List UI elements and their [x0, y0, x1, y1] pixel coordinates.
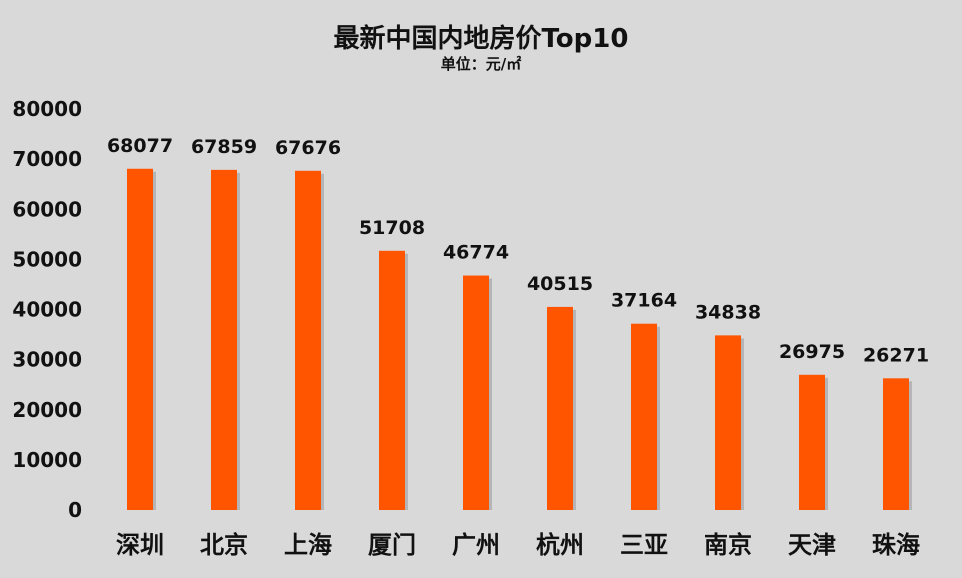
data-label: 46774	[443, 242, 509, 264]
bar	[463, 275, 489, 510]
bar	[295, 170, 321, 510]
y-tick-label: 30000	[12, 348, 82, 372]
data-label: 40515	[527, 273, 593, 295]
x-category-label: 天津	[788, 531, 836, 559]
x-category-label: 南京	[704, 531, 752, 559]
x-category-label: 上海	[284, 531, 332, 559]
y-tick-label: 20000	[12, 398, 82, 422]
y-tick-label: 70000	[12, 147, 82, 171]
data-label: 34838	[695, 301, 761, 323]
bar	[631, 323, 657, 510]
x-category-label: 北京	[200, 531, 248, 559]
y-tick-label: 80000	[12, 97, 82, 121]
y-tick-label: 10000	[12, 448, 82, 472]
data-label: 26271	[863, 344, 929, 366]
y-tick-label: 60000	[12, 197, 82, 221]
bar	[715, 335, 741, 510]
data-label: 26975	[779, 341, 845, 363]
data-label: 37164	[611, 290, 677, 312]
bar	[799, 374, 825, 510]
bar	[379, 250, 405, 510]
x-category-label: 广州	[452, 531, 500, 559]
data-label: 67859	[191, 136, 257, 158]
bar	[547, 306, 573, 510]
y-tick-label: 50000	[12, 247, 82, 271]
x-category-label: 珠海	[872, 531, 920, 559]
y-tick-label: 0	[68, 498, 82, 522]
data-label: 51708	[359, 217, 425, 239]
chart-title: 最新中国内地房价Top10	[333, 24, 629, 54]
x-category-label: 杭州	[536, 531, 584, 559]
x-category-label: 厦门	[368, 531, 416, 559]
bar	[883, 378, 909, 510]
data-label: 68077	[107, 135, 173, 157]
data-label: 67676	[275, 137, 341, 159]
x-category-label: 深圳	[116, 531, 164, 559]
x-category-label: 三亚	[620, 531, 668, 559]
bar	[211, 169, 237, 511]
y-tick-label: 40000	[12, 298, 82, 322]
chart-subtitle: 单位：元/㎡	[440, 55, 522, 73]
bar	[127, 168, 153, 510]
